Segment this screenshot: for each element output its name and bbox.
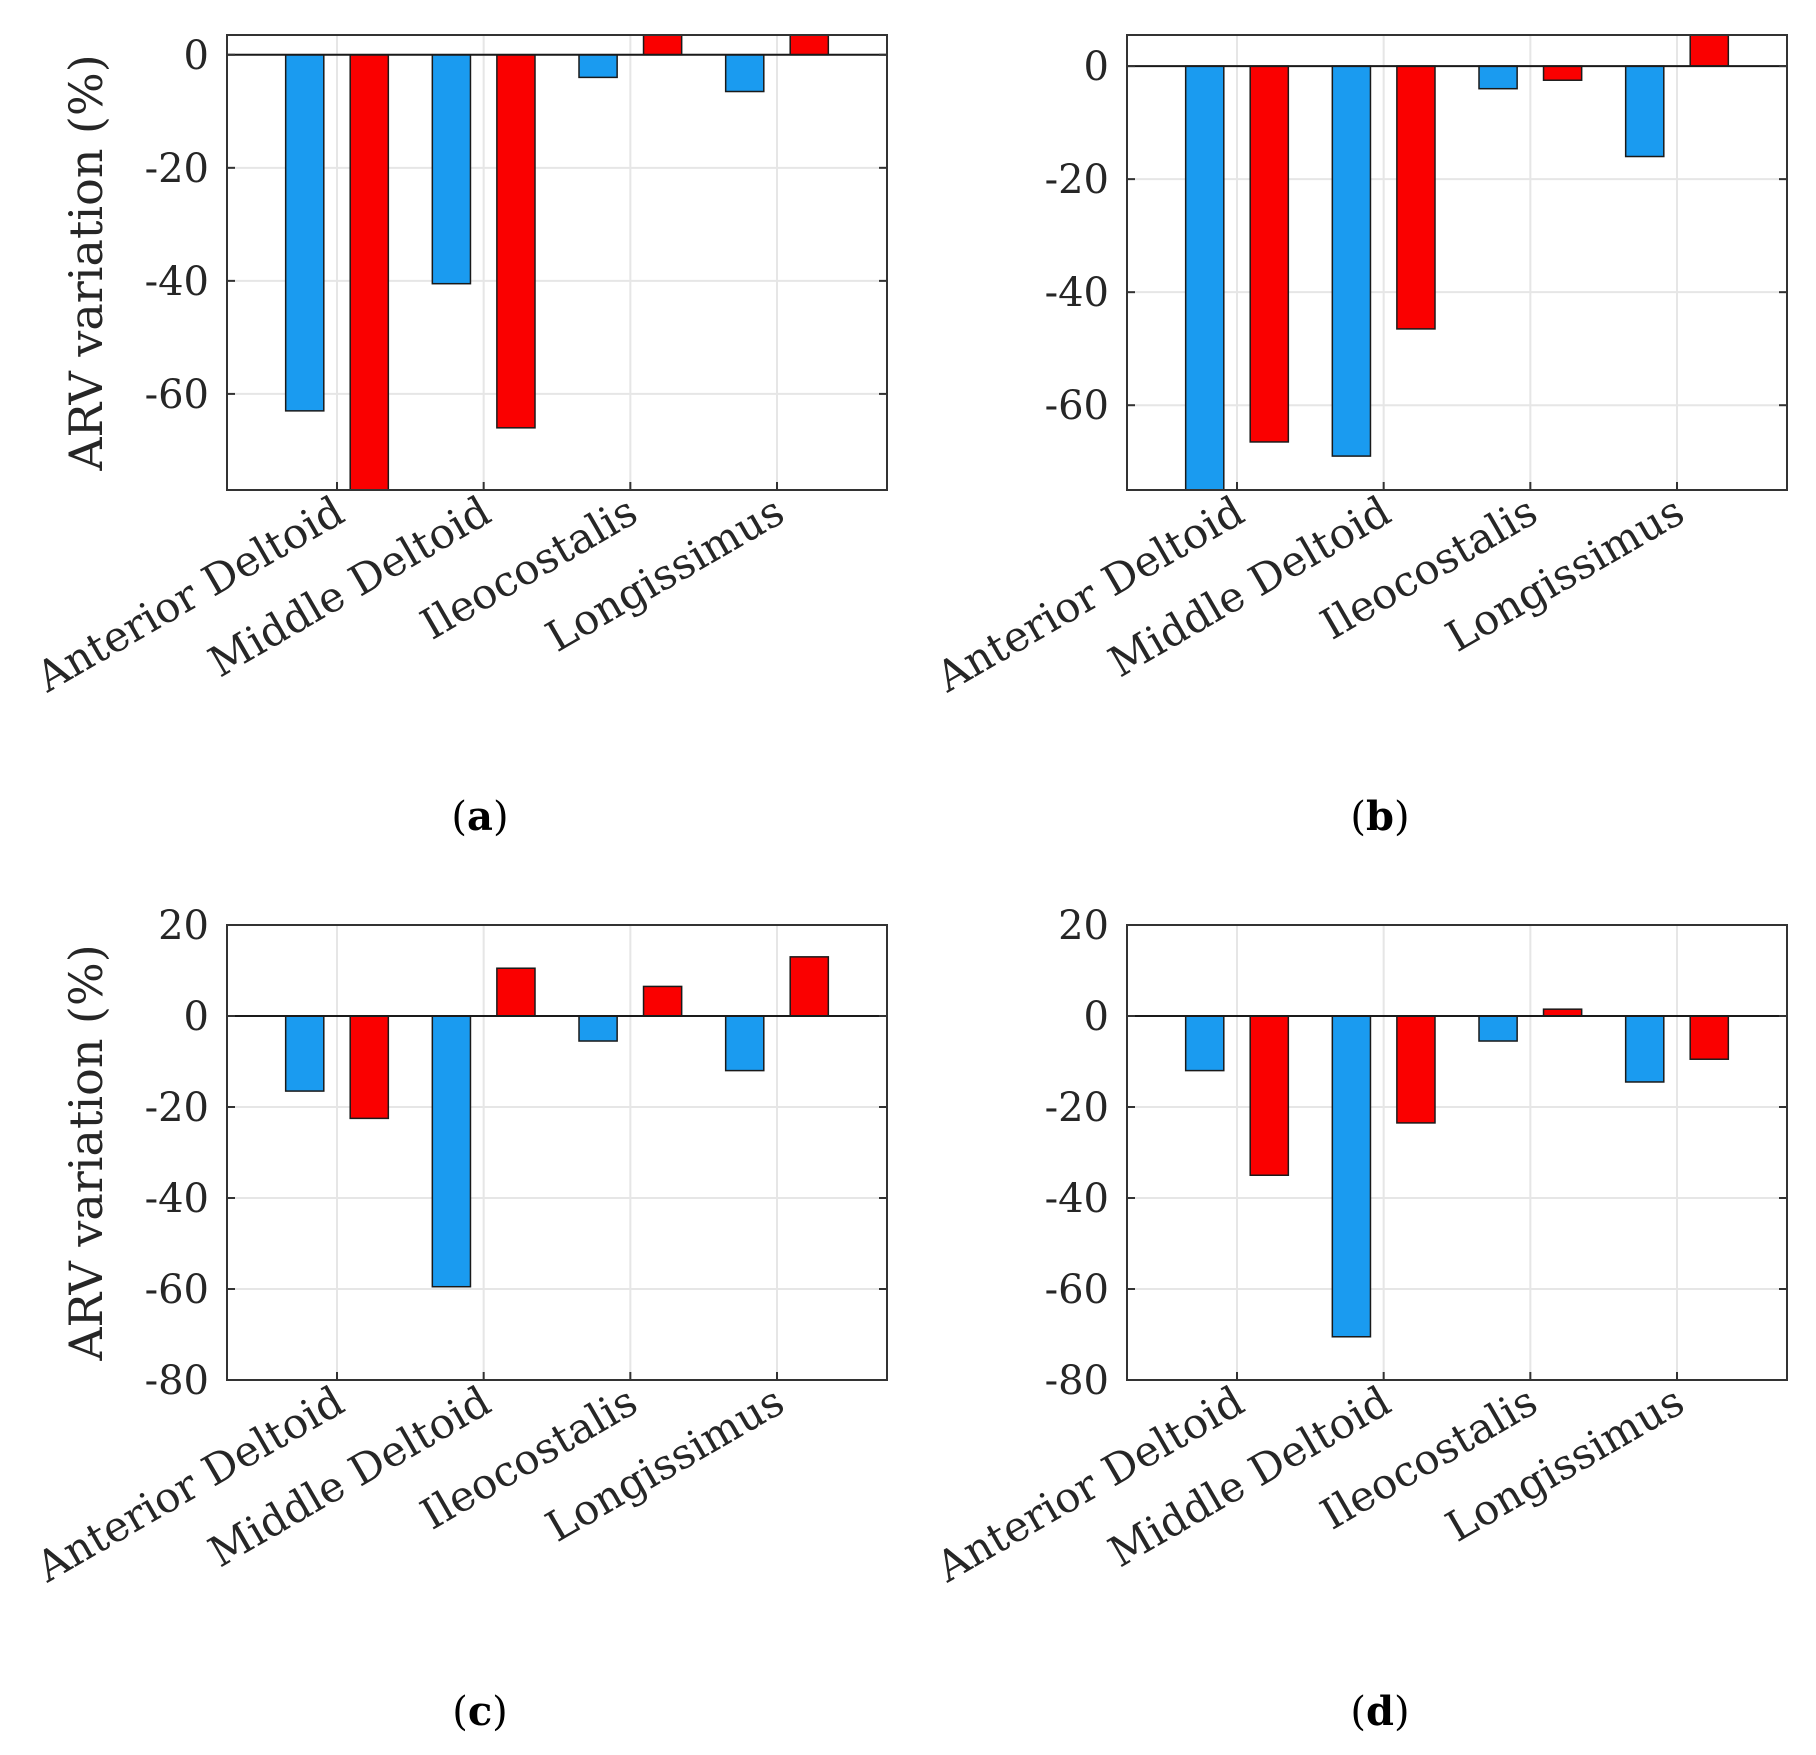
bar-series-2-longissimus: [1689, 1015, 1730, 1060]
bar-series-2-longissimus: [1689, 35, 1730, 67]
y-tick-label: -20: [145, 146, 209, 192]
bar-series-1-ileocostalis: [1478, 1015, 1518, 1042]
bar-series-1-ileocostalis: [578, 1015, 618, 1042]
bar-series-1-middle-deltoid: [1331, 65, 1372, 457]
bar-series-2-anterior-deltoid: [1249, 65, 1290, 443]
bar-series-2-longissimus: [789, 956, 830, 1017]
bar-series-2-ileocostalis: [642, 985, 683, 1017]
axes-box: [226, 34, 888, 491]
y-tick-label: -40: [145, 1176, 209, 1222]
bar-series-2-ileocostalis: [1542, 1008, 1583, 1017]
plot-area: [227, 35, 887, 490]
y-tick-label: -60: [145, 372, 209, 418]
y-tick-label: -20: [1045, 157, 1109, 203]
y-tick-label: -60: [145, 1267, 209, 1313]
y-axis-label: ARV variation (%): [59, 54, 113, 471]
bar-series-1-anterior-deltoid: [284, 54, 325, 412]
bar-series-1-longissimus: [1624, 1015, 1665, 1083]
bar-series-1-anterior-deltoid: [1184, 65, 1225, 490]
bar-series-2-anterior-deltoid: [349, 1015, 390, 1120]
bar-series-1-middle-deltoid: [1331, 1015, 1372, 1338]
y-tick-label: 20: [158, 903, 209, 949]
axes-box: [1126, 924, 1788, 1381]
y-tick-label: -20: [145, 1085, 209, 1131]
plot-area: [227, 925, 887, 1380]
y-tick-label: 0: [1084, 994, 1109, 1040]
bars: [1184, 35, 1730, 490]
panel-caption: (c): [452, 1688, 508, 1735]
bar-series-2-anterior-deltoid: [1249, 1015, 1290, 1176]
bar-series-1-ileocostalis: [1478, 65, 1518, 90]
y-axis-label: ARV variation (%): [59, 944, 113, 1361]
y-tick-label: 0: [184, 33, 209, 79]
bar-series-2-middle-deltoid: [1396, 1015, 1436, 1124]
axes-box: [226, 924, 888, 1381]
bars: [284, 35, 830, 490]
axes-box: [1126, 34, 1788, 491]
bar-series-1-middle-deltoid: [431, 1015, 472, 1288]
panel-caption: (b): [1350, 793, 1409, 840]
bar-series-1-anterior-deltoid: [284, 1015, 325, 1092]
bar-series-1-middle-deltoid: [431, 54, 472, 285]
bar-series-1-longissimus: [724, 1015, 765, 1072]
y-tick-label: 20: [1058, 903, 1109, 949]
bar-series-2-middle-deltoid: [1396, 65, 1436, 330]
panel-caption: (a): [451, 793, 508, 840]
plot-area: [1127, 925, 1787, 1380]
plot-area: [1127, 35, 1787, 490]
y-tick-label: -80: [145, 1358, 209, 1404]
y-tick-label: 0: [184, 994, 209, 1040]
panel-caption: (d): [1350, 1688, 1409, 1735]
y-tick-label: -20: [1045, 1085, 1109, 1131]
y-tick-label: 0: [1084, 44, 1109, 90]
bar-series-2-ileocostalis: [1542, 65, 1583, 81]
y-tick-label: -60: [1045, 383, 1109, 429]
y-tick-label: -40: [1045, 270, 1109, 316]
y-tick-label: -40: [145, 259, 209, 305]
bar-series-2-anterior-deltoid: [349, 54, 390, 490]
bar-series-1-anterior-deltoid: [1184, 1015, 1225, 1072]
bars: [1184, 1008, 1730, 1338]
bar-series-1-ileocostalis: [578, 54, 618, 79]
y-tick-label: -60: [1045, 1267, 1109, 1313]
y-tick-label: -40: [1045, 1176, 1109, 1222]
bar-series-2-middle-deltoid: [496, 54, 536, 429]
y-tick-label: -80: [1045, 1358, 1109, 1404]
bar-series-1-longissimus: [1624, 65, 1665, 158]
bar-series-1-longissimus: [724, 54, 765, 93]
bar-series-2-middle-deltoid: [496, 967, 536, 1017]
